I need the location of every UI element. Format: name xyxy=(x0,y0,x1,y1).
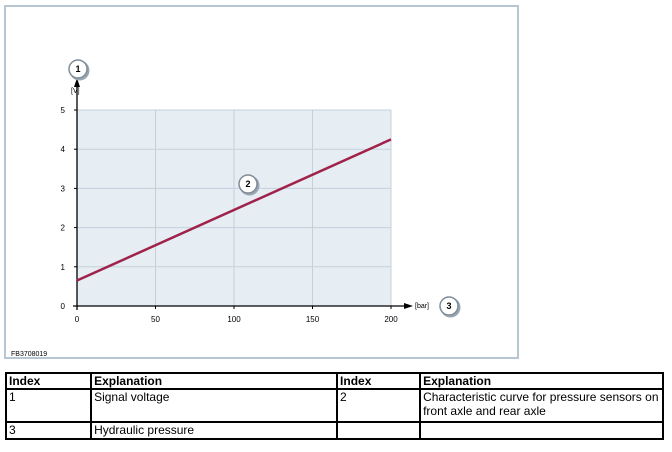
callout-curve: 2 xyxy=(238,174,260,196)
table-row: 1 Signal voltage 2 Characteristic curve … xyxy=(4,388,664,423)
y-axis-arrow xyxy=(74,78,80,87)
callout-x-axis-number: 3 xyxy=(446,301,451,311)
x-tick-label: 50 xyxy=(151,315,160,324)
y-tick-label: 3 xyxy=(61,184,66,193)
callout-y-axis-number: 1 xyxy=(75,64,80,74)
legend-header-index: Index xyxy=(336,372,422,390)
grid-lines xyxy=(77,109,392,306)
chart-svg: 0 50 100 150 200 0 1 2 3 4 5 [V] [bar] 1 2 3 FB370… xyxy=(11,59,461,358)
legend-index-cell: 2 xyxy=(336,388,422,423)
legend-explanation-cell xyxy=(419,421,664,440)
table-row: 3 Hydraulic pressure xyxy=(4,421,664,440)
y-tick-label: 4 xyxy=(61,145,66,154)
legend-explanation-cell: Characteristic curve for pressure sensor… xyxy=(419,388,664,423)
axes xyxy=(73,78,413,310)
legend-header-explanation: Explanation xyxy=(90,372,339,390)
chart-figure: 0 50 100 150 200 0 1 2 3 4 5 [V] [bar] 1 2 3 FB370… xyxy=(4,5,519,359)
legend-index-cell: 3 xyxy=(4,421,93,440)
x-tick-label: 0 xyxy=(75,315,80,324)
x-tick-label: 200 xyxy=(384,315,398,324)
legend-header-explanation: Explanation xyxy=(419,372,664,390)
series-layer xyxy=(76,138,392,282)
callout-y-axis: 1 xyxy=(68,59,90,81)
legend-explanation-cell: Signal voltage xyxy=(90,388,339,423)
legend-header-row: Index Explanation Index Explanation xyxy=(4,372,664,390)
y-tick-label: 1 xyxy=(61,263,66,272)
figure-id: FB3708019 xyxy=(11,351,47,358)
y-tick-label: 2 xyxy=(61,224,66,233)
legend-index-cell: 1 xyxy=(4,388,93,423)
legend-header-index: Index xyxy=(4,372,93,390)
y-axis-label: [V] xyxy=(71,88,80,95)
y-tick-label: 5 xyxy=(61,106,66,115)
callout-x-axis: 3 xyxy=(439,296,461,318)
y-tick-label: 0 xyxy=(61,302,66,311)
legend-index-cell xyxy=(336,421,422,440)
x-tick-label: 100 xyxy=(227,315,241,324)
legend-explanation-cell: Hydraulic pressure xyxy=(90,421,339,440)
callout-curve-number: 2 xyxy=(245,179,250,189)
legend-table: Index Explanation Index Explanation 1 Si… xyxy=(4,372,664,440)
x-axis-arrow xyxy=(404,303,413,309)
tick-labels: 0 50 100 150 200 0 1 2 3 4 5 xyxy=(61,106,399,324)
x-axis-label: [bar] xyxy=(415,303,429,310)
series-line xyxy=(76,138,392,282)
x-tick-label: 150 xyxy=(306,315,320,324)
